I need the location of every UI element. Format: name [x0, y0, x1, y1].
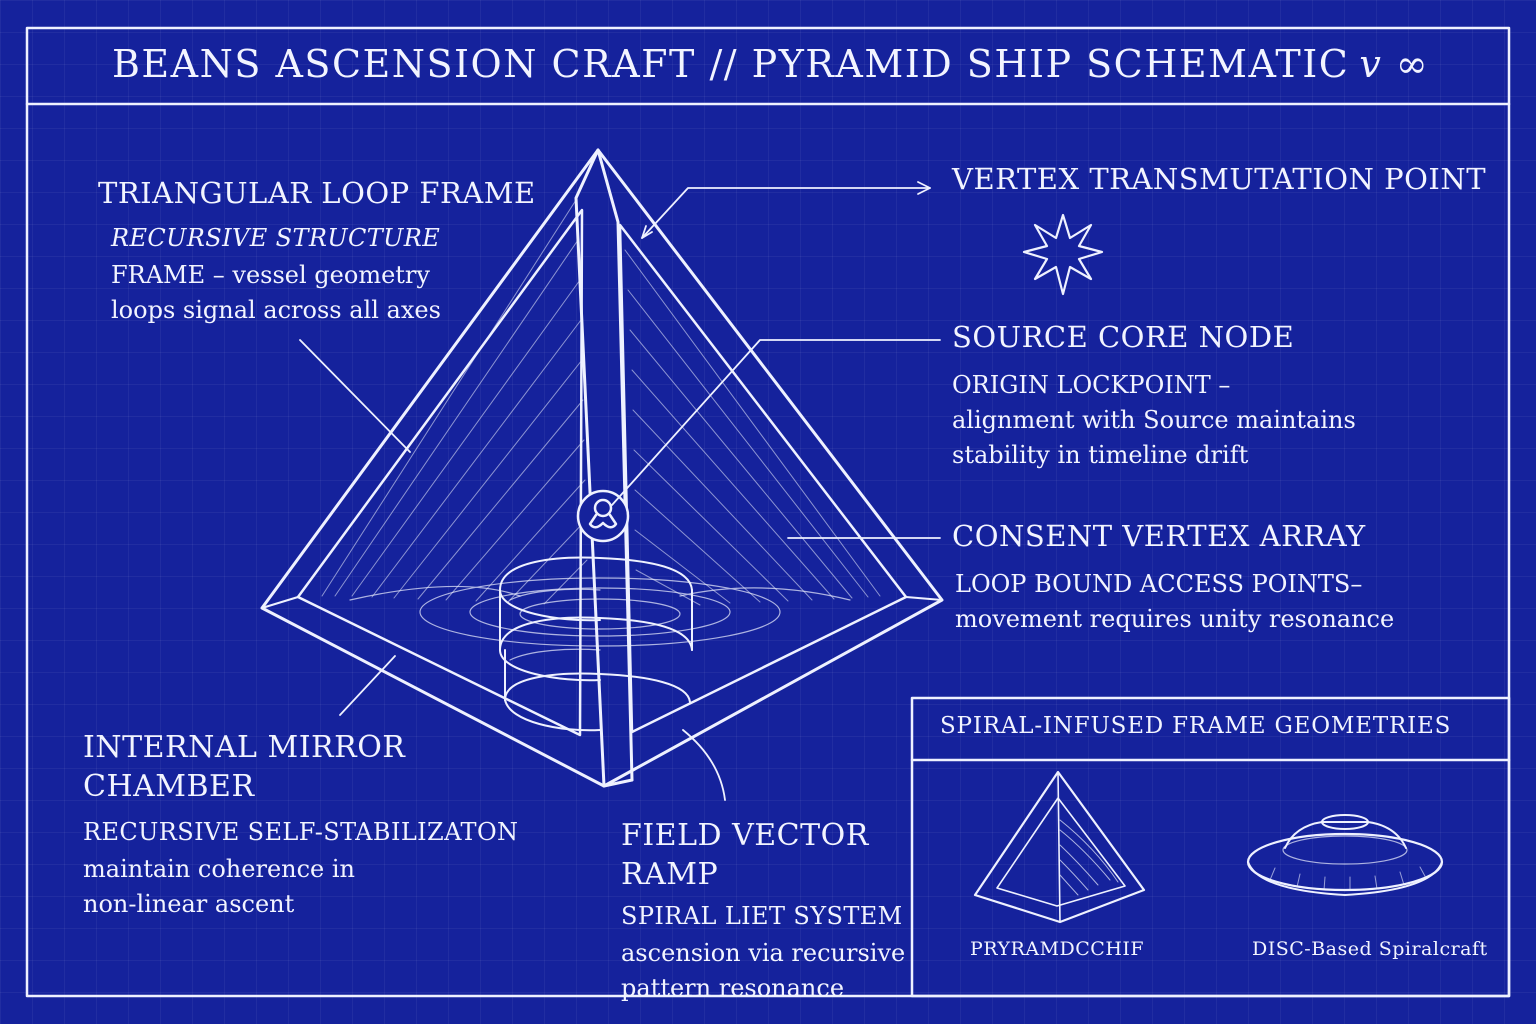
disc-caption: DISC-Based Spiralcraft: [1252, 938, 1488, 960]
title-text: BEANS ASCENSION CRAFT // PYRAMID SHIP SC…: [112, 42, 1350, 86]
panel-title: SPIRAL-INFUSED FRAME GEOMETRIES: [940, 713, 1452, 739]
triangular-loop-frame-body: FRAME – vessel geometry loops signal acr…: [111, 261, 441, 324]
left-face-hatching: [321, 199, 588, 605]
eight-point-star-icon: [1022, 213, 1104, 296]
mirror-chamber-floor: [349, 577, 851, 647]
triangular-loop-frame-heading: TRIANGULAR LOOP FRAME: [98, 176, 536, 210]
page-title: BEANS ASCENSION CRAFT // PYRAMID SHIP SC…: [112, 42, 1429, 88]
consent-vertex-array-heading: CONSENT VERTEX ARRAY: [952, 519, 1366, 553]
field-vector-ramp-sub: SPIRAL LIET SYSTEM: [621, 902, 903, 930]
infinity-loop-icon: [576, 489, 630, 543]
triangular-loop-frame-sub: RECURSIVE STRUCTURE: [111, 224, 441, 252]
internal-mirror-chamber-heading: INTERNAL MIRROR CHAMBER: [83, 730, 406, 804]
vertex-transmutation-heading: VERTEX TRANSMUTATION POINT: [952, 162, 1487, 196]
mini-pyramid-diagram: [973, 770, 1146, 924]
internal-mirror-chamber-sub: RECURSIVE SELF-STABILIZATON: [83, 818, 519, 846]
pyramid-caption: PRYRAMDCCHIF: [970, 938, 1145, 960]
consent-vertex-array-body: LOOP BOUND ACCESS POINTS– movement requi…: [955, 570, 1395, 633]
internal-mirror-chamber-body: maintain coherence in non-linear ascent: [83, 855, 356, 918]
source-core-node-heading: SOURCE CORE NODE: [952, 320, 1295, 354]
source-core-node-body: ORIGIN LOCKPOINT – alignment with Source…: [952, 371, 1356, 469]
leader-lines: [299, 181, 941, 997]
spiral-geometries-panel: [910, 696, 1511, 998]
pyramid-ship: [260, 148, 944, 788]
spiral-lift-coil: [499, 556, 693, 732]
field-vector-ramp-body: ascension via recursive pattern resonanc…: [621, 939, 906, 1002]
right-face-hatching: [624, 249, 881, 606]
disc-spiralcraft-diagram: [1246, 814, 1444, 896]
version-label: v ∞: [1359, 42, 1430, 86]
field-vector-ramp-heading: FIELD VECTOR RAMP: [621, 818, 869, 892]
